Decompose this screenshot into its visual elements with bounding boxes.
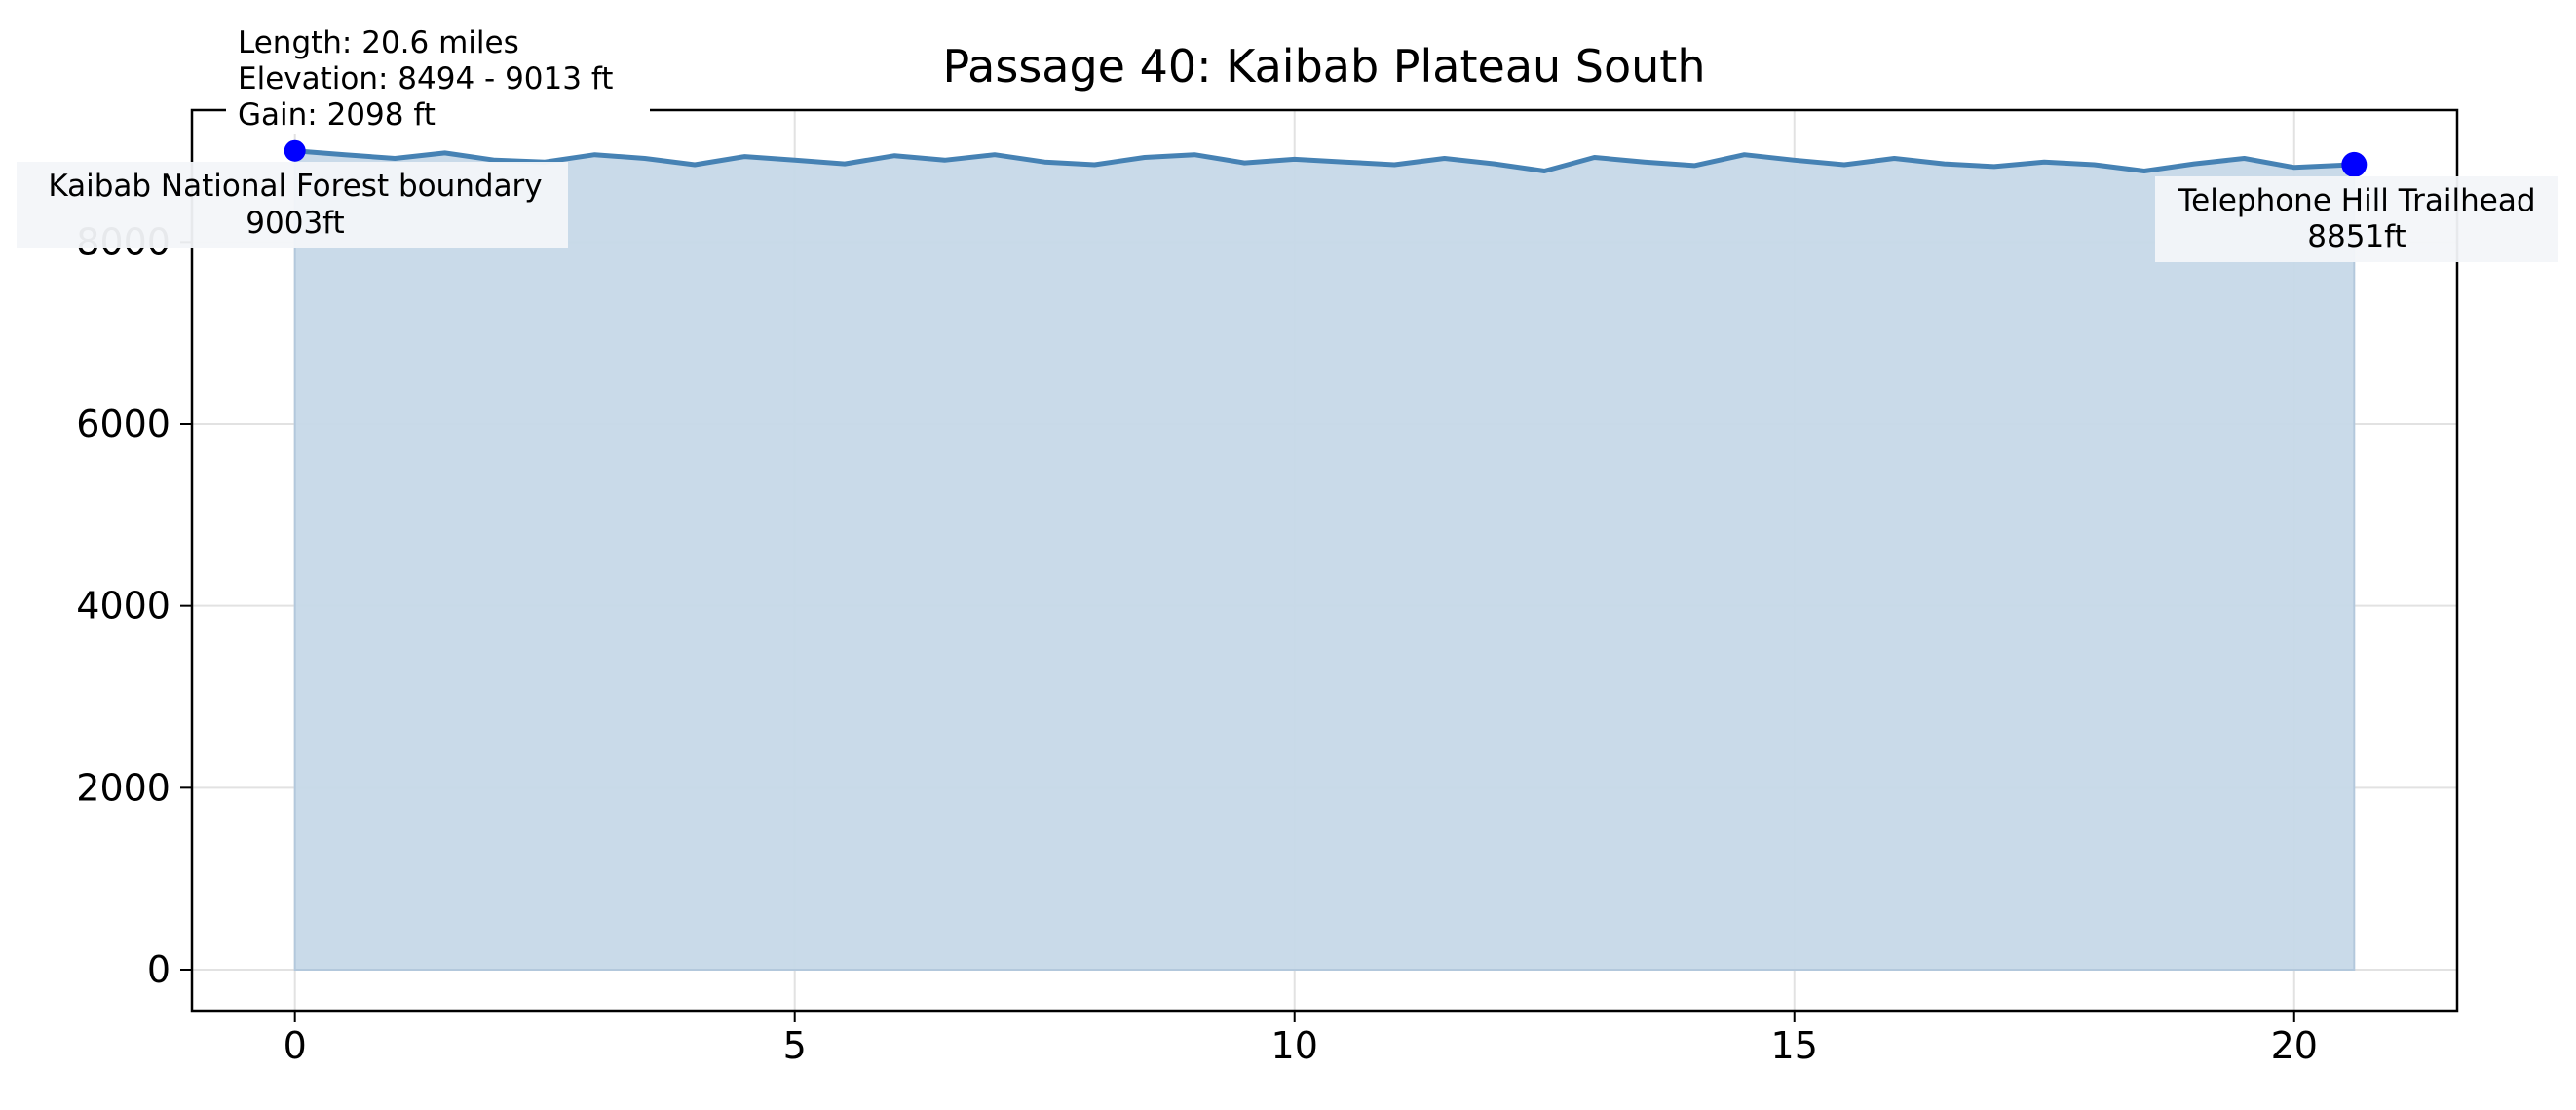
elevation-line bbox=[294, 148, 2355, 173]
stats-length: Length: 20.6 miles bbox=[238, 25, 519, 60]
marker-layer bbox=[284, 139, 2368, 177]
chart-title: Passage 40: Kaibab Plateau South bbox=[943, 40, 1706, 93]
stats-elevation: Elevation: 8494 - 9013 ft bbox=[238, 61, 613, 96]
line-layer bbox=[294, 148, 2355, 173]
elevation-area bbox=[293, 149, 2356, 971]
area-layer bbox=[293, 149, 2356, 971]
y-tick-label: 2000 bbox=[76, 766, 170, 809]
y-tick-label: 6000 bbox=[76, 402, 170, 445]
start-point-marker bbox=[284, 139, 306, 162]
x-tick-label: 10 bbox=[1271, 1024, 1318, 1067]
end-point-label: Telephone Hill Trailhead bbox=[2177, 183, 2535, 218]
stats-box bbox=[226, 10, 650, 134]
y-tick-label: 0 bbox=[147, 948, 170, 991]
y-tick-label: 4000 bbox=[76, 585, 170, 628]
end-point-marker bbox=[2341, 151, 2368, 177]
end-point-elevation: 8851ft bbox=[2307, 219, 2406, 254]
stats-gain: Gain: 2098 ft bbox=[238, 97, 436, 133]
x-tick-label: 20 bbox=[2271, 1024, 2318, 1067]
end-label-box bbox=[2155, 176, 2558, 262]
plot-frame bbox=[190, 108, 2459, 1013]
start-label-box bbox=[17, 162, 568, 248]
start-point-elevation: 9003ft bbox=[246, 206, 344, 241]
x-tick-label: 15 bbox=[1771, 1024, 1818, 1067]
x-tick-label: 0 bbox=[284, 1024, 307, 1067]
start-point-label: Kaibab National Forest boundary bbox=[48, 169, 542, 204]
x-tick-label: 5 bbox=[783, 1024, 807, 1067]
